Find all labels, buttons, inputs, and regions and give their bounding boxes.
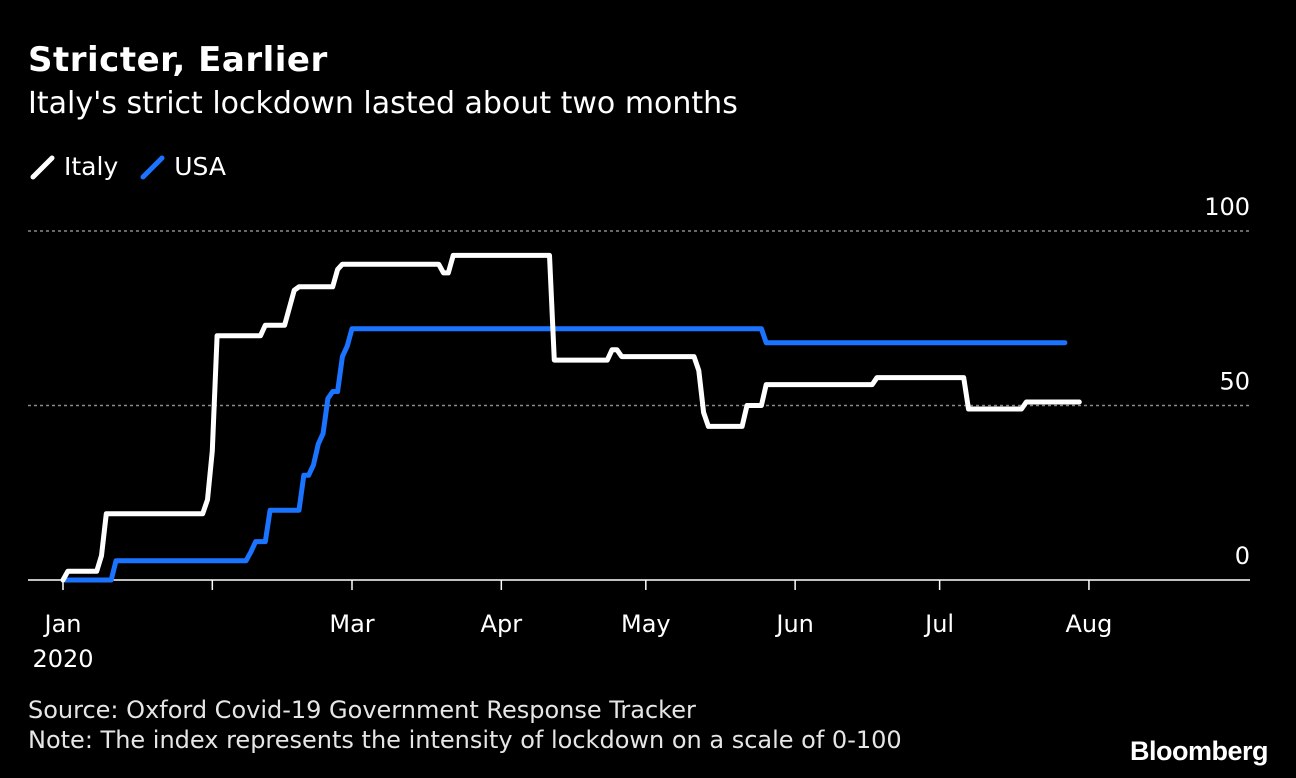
methodology-note: Note: The index represents the intensity… [28, 726, 902, 754]
x-tick-label-may: May [621, 610, 671, 638]
y-tick-label-50: 50 [1219, 368, 1250, 396]
x-tick-label-apr: Apr [481, 610, 523, 638]
legend: Italy USA [30, 152, 248, 181]
y-tick-label-100: 100 [1204, 193, 1250, 221]
x-tick-label-aug: Aug [1066, 610, 1113, 638]
chart-title: Stricter, Earlier [28, 40, 328, 80]
x-tick-label-jul: Jul [923, 610, 954, 638]
legend-label-usa: USA [174, 152, 226, 181]
y-tick-label-0: 0 [1235, 542, 1250, 570]
source-note: Source: Oxford Covid-19 Government Respo… [28, 696, 696, 724]
x-tick-label-jun: Jun [774, 610, 814, 638]
series-line-usa [60, 326, 1068, 583]
line-chart: 0 50 100 Jan Mar Apr May Jun Jul Aug 2020 [28, 193, 1250, 673]
bloomberg-logo: Bloomberg [1129, 736, 1269, 766]
legend-label-italy: Italy [64, 152, 119, 181]
legend-swatch-usa [140, 155, 165, 179]
legend-swatch-italy [30, 155, 55, 179]
series-line-italy [60, 252, 1082, 583]
legend-item-italy: Italy [30, 152, 118, 181]
x-tick-label-mar: Mar [329, 610, 374, 638]
chart-subtitle: Italy's strict lockdown lasted about two… [28, 86, 738, 121]
x-tick-label-jan: Jan [43, 610, 82, 638]
legend-item-usa: USA [140, 152, 226, 181]
x-tick-year-label: 2020 [32, 645, 93, 673]
